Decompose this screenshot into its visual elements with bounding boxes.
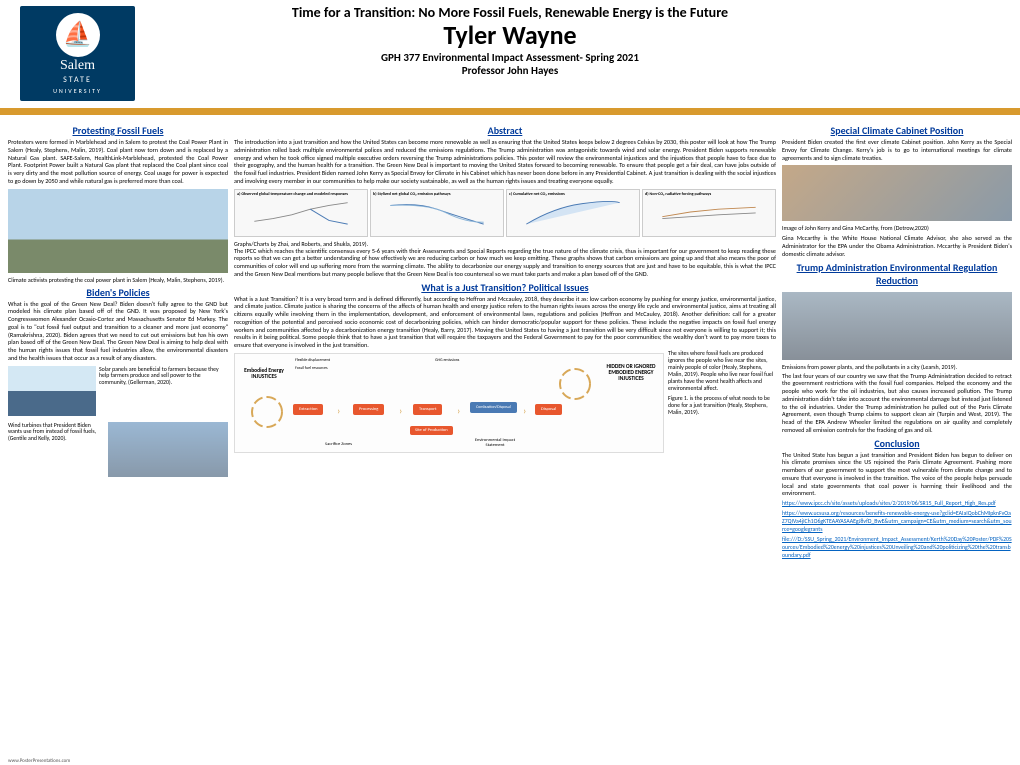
kerry-mccarthy-image: [782, 165, 1012, 221]
injustice-diagram: Embodied Energy INJUSTICES HIDDEN OR IGN…: [234, 353, 664, 453]
abstract-title: Abstract: [234, 124, 776, 137]
solar-image: [8, 366, 96, 416]
ipcc-body: The IPCC which reaches the scientific co…: [234, 248, 776, 279]
poster-content: Protesting Fossil Fuels Protesters were …: [0, 118, 1020, 757]
poster-author: Tyler Wayne: [8, 19, 1012, 51]
chart-c: c) Cumulative net CO₂ emissions: [506, 189, 640, 237]
professor-line: Professor John Hayes: [8, 64, 1012, 77]
just-title: What is a Just Transition? Political Iss…: [234, 281, 776, 294]
university-logo: ⛵ Salem STATE UNIVERSITY: [20, 6, 135, 101]
protest-caption: Climate activists protesting the coal po…: [8, 276, 228, 284]
link-ipcc[interactable]: https://www.ipcc.ch/site/assets/uploads/…: [782, 499, 1012, 507]
emissions-caption: Emissions from power plants, and the pol…: [782, 363, 1012, 371]
right-column: Special Climate Cabinet Position Preside…: [782, 122, 1012, 753]
protesting-title: Protesting Fossil Fuels: [8, 124, 228, 137]
poster-header: ⛵ Salem STATE UNIVERSITY Time for a Tran…: [0, 0, 1020, 108]
ship-icon: ⛵: [56, 13, 100, 57]
middle-column: Abstract The introduction into a just tr…: [234, 122, 776, 753]
biden-body: What is the goal of the Green New Deal? …: [8, 301, 228, 363]
course-line: GPH 377 Environmental Impact Assessment-…: [8, 51, 1012, 64]
header-divider: [0, 108, 1020, 115]
just-body: What is a Just Transition? It is a very …: [234, 296, 776, 350]
kerry-caption: Image of John Kerry and Gina McCarthy, f…: [782, 224, 1012, 232]
trump-title: Trump Administration Environmental Regul…: [782, 261, 1012, 287]
chart-b: b) Stylized net global CO₂ emission path…: [370, 189, 504, 237]
logo-main: Salem: [60, 59, 95, 73]
conclusion-title: Conclusion: [782, 437, 1012, 450]
left-column: Protesting Fossil Fuels Protesters were …: [8, 122, 228, 753]
trump-body: The last four years of our country we sa…: [782, 373, 1012, 435]
wind-caption: Wind turbines that President Biden wants…: [8, 422, 105, 443]
chart-a: a) Observed global temperature change an…: [234, 189, 368, 237]
fig1-caption: Figure 1. is the process of what needs t…: [668, 395, 776, 416]
footer-credit: www.PosterPresentations.com: [8, 758, 70, 764]
link-ucsusa[interactable]: https://www.ucsusa.org/resources/benefit…: [782, 509, 1012, 533]
protesting-body: Protesters were formed in Marblehead and…: [8, 139, 228, 186]
cabinet-body: President Biden created the first ever c…: [782, 139, 1012, 162]
mccarthy-body: Gina Mccarthy is the White House Nationa…: [782, 235, 1012, 258]
cabinet-title: Special Climate Cabinet Position: [782, 124, 1012, 137]
conclusion-body: The United State has begun a just transi…: [782, 452, 1012, 499]
emissions-image: [782, 292, 1012, 360]
link-file[interactable]: file:///D:/SSU_Spring_2021/Environment_I…: [782, 535, 1012, 559]
solar-caption: Solar panels are beneficial to farmers b…: [99, 366, 228, 387]
chart-d: d) Non-CO₂ radiative forcing pathways: [642, 189, 776, 237]
biden-title: Biden's Policies: [8, 286, 228, 299]
abstract-body: The introduction into a just transition …: [234, 139, 776, 186]
protest-image: [8, 189, 228, 273]
wind-image: [108, 422, 228, 477]
sites-body: The sites where fossil fuels are produce…: [668, 350, 776, 392]
ipcc-charts: a) Observed global temperature change an…: [234, 189, 776, 237]
